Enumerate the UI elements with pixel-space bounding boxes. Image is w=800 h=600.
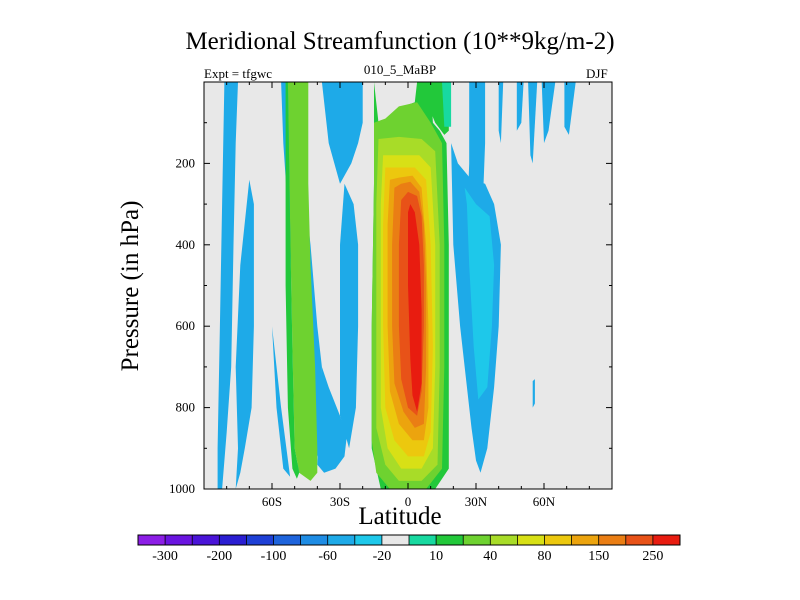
contour-region-sh-ferrel-positive-edge bbox=[285, 82, 300, 479]
colorbar-label: 250 bbox=[642, 549, 663, 564]
contour-region-nh-negative-inner bbox=[464, 187, 495, 400]
season-label: DJF bbox=[586, 66, 608, 81]
x-tick-label: 30N bbox=[465, 494, 488, 509]
y-tick-label: 600 bbox=[176, 318, 196, 333]
contour-region-nh-top-strips-3 bbox=[528, 82, 538, 164]
colorbar-swatch bbox=[219, 535, 247, 545]
x-tick-label: 60N bbox=[533, 494, 556, 509]
colorbar-label: -20 bbox=[373, 549, 392, 564]
contour-region-sh-upper-negative-2 bbox=[340, 183, 359, 449]
colorbar-label: 10 bbox=[429, 549, 443, 564]
y-tick-label: 800 bbox=[176, 400, 196, 415]
contour-region-sh-low-negative bbox=[317, 366, 347, 473]
colorbar-swatch bbox=[327, 535, 356, 545]
colorbar-swatch bbox=[192, 535, 220, 545]
contour-region-sh-polar-negative bbox=[217, 82, 238, 489]
y-tick-label: 1000 bbox=[169, 481, 195, 496]
colorbar-swatch bbox=[354, 535, 383, 545]
x-axis-label: Latitude bbox=[358, 503, 442, 530]
contour-region-hadley-level-19 bbox=[408, 204, 422, 412]
colorbar-swatch bbox=[517, 535, 545, 545]
colorbar-swatch bbox=[138, 535, 166, 545]
contour-region-nh-top-strips-2 bbox=[516, 82, 524, 131]
colorbar-swatch bbox=[625, 535, 654, 545]
y-tick-label: 200 bbox=[176, 155, 196, 170]
colorbar-swatch bbox=[544, 535, 572, 545]
contour-region-nh-lower-dot bbox=[532, 379, 535, 408]
contour-region-nh-top-strips-5 bbox=[564, 82, 576, 135]
colorbar-label: -60 bbox=[318, 549, 337, 564]
colorbar-swatch bbox=[409, 535, 437, 545]
colorbar-label: -200 bbox=[206, 549, 232, 564]
contour-region-nh-top-strips-1 bbox=[498, 82, 504, 144]
experiment-label: Expt = tfgwc bbox=[204, 66, 272, 81]
x-tick-label: 0 bbox=[405, 494, 412, 509]
period-label: 010_5_MaBP bbox=[363, 62, 437, 77]
colorbar-swatch bbox=[652, 535, 681, 545]
colorbar-swatch bbox=[490, 535, 518, 545]
colorbar-swatch bbox=[381, 535, 410, 545]
chart-title: Meridional Streamfunction (10**9kg/m-2) bbox=[185, 28, 615, 55]
contour-region-nh-upper-strip bbox=[442, 82, 452, 127]
colorbar-label: -100 bbox=[261, 549, 287, 564]
contour-region-sh-ferrel-positive bbox=[287, 82, 318, 481]
colorbar-label: 80 bbox=[538, 549, 552, 564]
contour-region-sh-upper-negative bbox=[312, 82, 363, 184]
contour-region-sh-polar-negative-2 bbox=[235, 179, 254, 489]
colorbar: -300 -200 -100 -60 -20 10 40 80 150 250 bbox=[137, 534, 681, 564]
plot-area bbox=[204, 82, 612, 489]
colorbar-swatch bbox=[436, 535, 464, 545]
colorbar-swatch bbox=[300, 535, 329, 545]
colorbar-swatch bbox=[246, 535, 274, 545]
contour-region-sh-subpolar-negative-edge bbox=[267, 224, 291, 477]
colorbar-label: -300 bbox=[152, 549, 178, 564]
y-tick-label: 400 bbox=[176, 237, 196, 252]
colorbar-swatch bbox=[273, 535, 301, 545]
colorbar-swatch bbox=[598, 535, 627, 545]
colorbar-swatch bbox=[463, 535, 491, 545]
colorbar-swatch bbox=[571, 535, 600, 545]
colorbar-swatch bbox=[165, 535, 193, 545]
x-tick-label: 60S bbox=[262, 494, 282, 509]
colorbar-label: 40 bbox=[483, 549, 497, 564]
colorbar-label: 150 bbox=[588, 549, 609, 564]
axes: 60S 30S 0 30N 60N 200 400 600 800 1000 bbox=[169, 81, 613, 509]
x-tick-label: 30S bbox=[330, 494, 350, 509]
contour-region-nh-top-strips-4 bbox=[541, 82, 556, 144]
